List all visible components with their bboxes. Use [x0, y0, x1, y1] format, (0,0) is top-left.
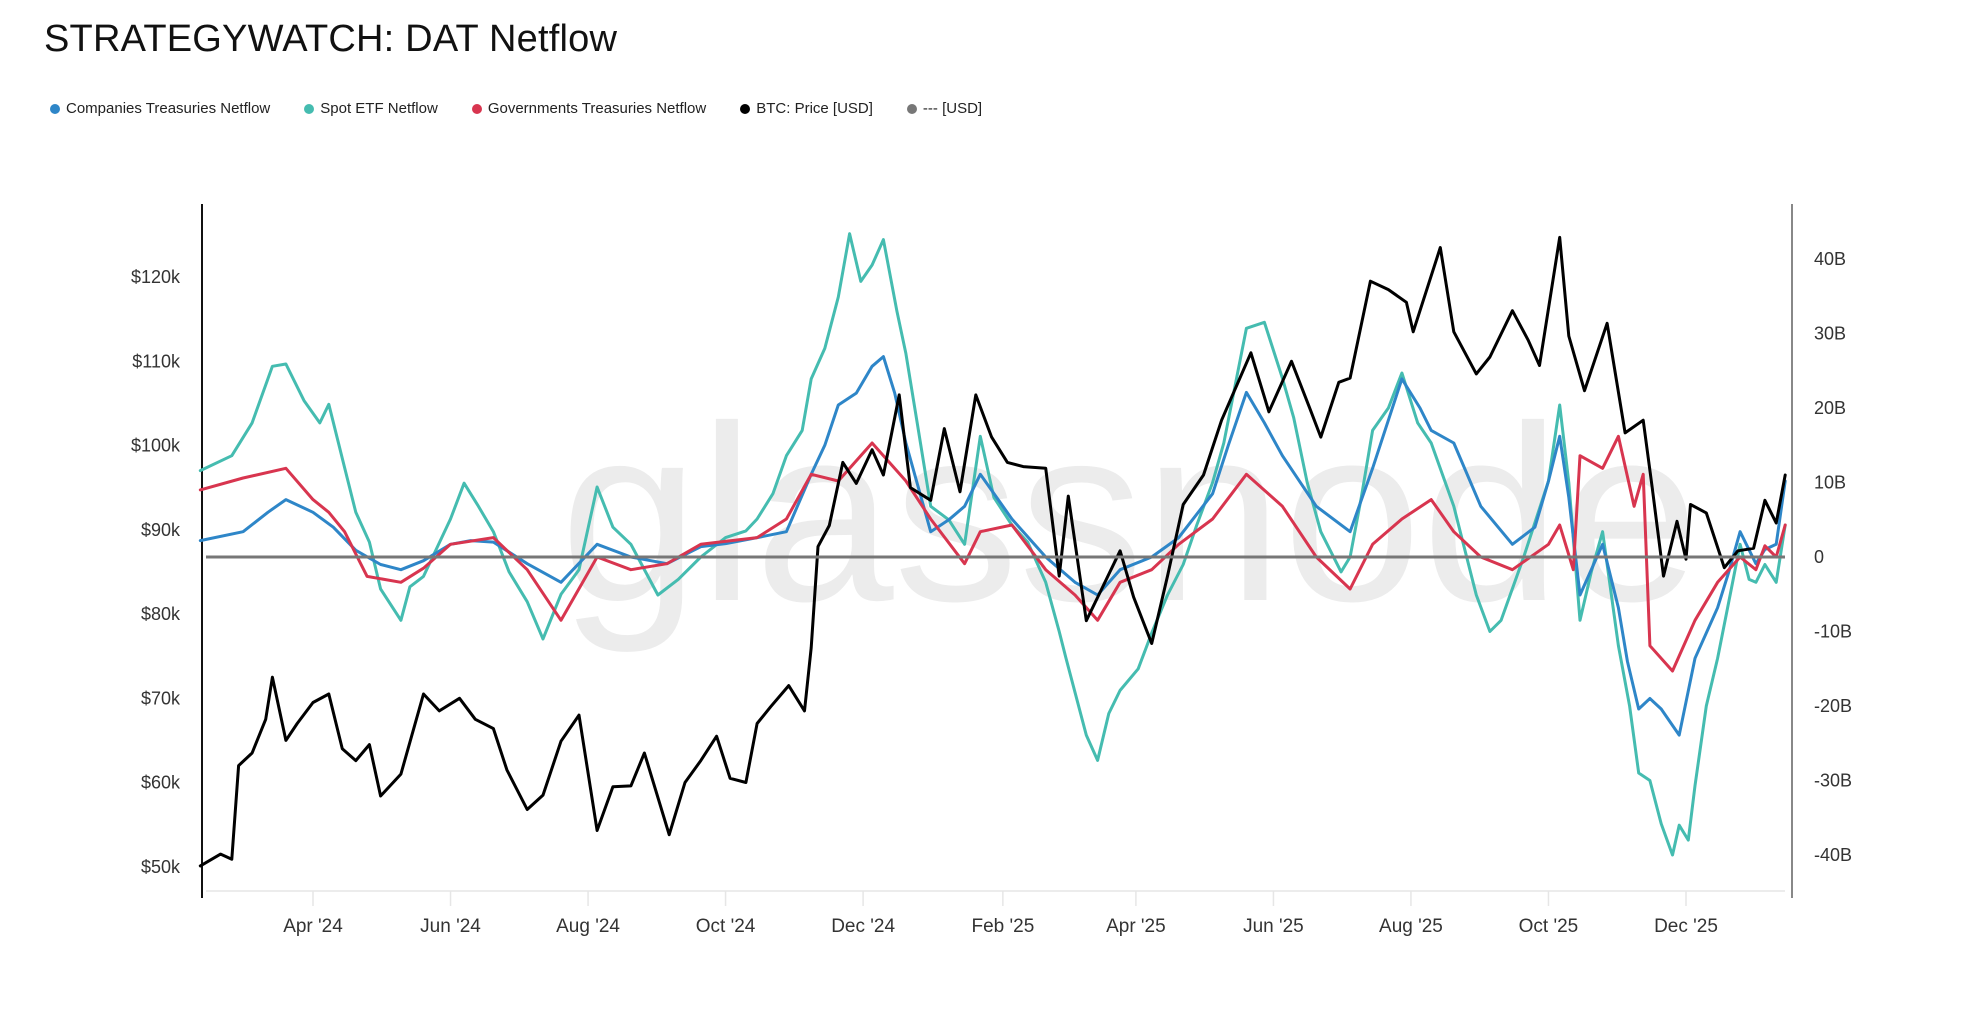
y-right-tick-label: -20B — [1814, 696, 1852, 716]
x-tick-label: Dec '24 — [831, 916, 895, 937]
y-left-tick-label: $120k — [131, 267, 181, 287]
y-right-tick-label: 20B — [1814, 398, 1846, 418]
x-tick-label: Feb '25 — [971, 916, 1034, 937]
legend-dot-icon — [304, 103, 315, 114]
y-right-tick-label: -40B — [1814, 845, 1852, 865]
legend-item-btc-price[interactable]: BTC: Price [USD] — [740, 100, 873, 117]
y-right-tick-label: 30B — [1814, 324, 1846, 344]
y-left-tick-label: $110k — [132, 351, 181, 371]
x-tick-label: Apr '25 — [1106, 916, 1166, 937]
legend-item-spot-etf[interactable]: Spot ETF Netflow — [304, 100, 438, 117]
legend-dot-icon — [906, 103, 917, 114]
x-tick-label: Jun '24 — [420, 916, 481, 937]
y-left-tick-label: $70k — [141, 688, 181, 708]
series-governments-treasuries-line — [198, 434, 1787, 673]
legend-label: Governments Treasuries Netflow — [487, 100, 707, 117]
legend-item-zero-line[interactable]: --- [USD] — [906, 100, 983, 117]
legend-label: BTC: Price [USD] — [756, 100, 873, 117]
series-layer — [198, 232, 1787, 868]
legend-label: --- [USD] — [922, 100, 983, 117]
x-tick-label: Aug '24 — [556, 916, 620, 937]
axes-layer: $50k $60k $70k $80k $90k $100k $110k $120k -40B -… — [131, 204, 1852, 937]
legend-item-companies-treasuries[interactable]: Companies Treasuries Netflow — [50, 100, 270, 117]
x-tick-label: Apr '24 — [283, 916, 343, 937]
chart-title: STRATEGYWATCH: DAT Netflow — [44, 18, 618, 60]
y-right-tick-label: -10B — [1814, 622, 1852, 642]
y-right-tick-label: 40B — [1814, 249, 1846, 269]
x-tick-label: Oct '24 — [696, 916, 756, 937]
legend: Companies Treasuries Netflow Spot ETF Ne… — [50, 100, 1016, 117]
series-btc-price-line — [198, 235, 1787, 868]
watermark: glassnode — [560, 374, 1700, 653]
legend-item-governments-treasuries[interactable]: Governments Treasuries Netflow — [471, 100, 707, 117]
y-left-tick-label: $80k — [141, 604, 181, 624]
legend-dot-icon — [471, 103, 482, 114]
y-right-tick-label: -30B — [1814, 771, 1852, 791]
x-tick-label: Dec '25 — [1654, 916, 1718, 937]
y-left-tick-label: $50k — [141, 857, 181, 877]
y-left-tick-label: $60k — [141, 773, 181, 793]
legend-dot-icon — [740, 103, 751, 114]
y-left-tick-label: $100k — [131, 436, 181, 456]
x-tick-label: Aug '25 — [1379, 916, 1443, 937]
legend-label: Companies Treasuries Netflow — [66, 100, 271, 117]
y-right-tick-label: 0 — [1814, 547, 1824, 567]
x-tick-label: Oct '25 — [1519, 916, 1579, 937]
legend-dot-icon — [50, 103, 60, 114]
legend-label: Spot ETF Netflow — [320, 100, 438, 117]
x-tick-label: Jun '25 — [1243, 916, 1304, 937]
y-right-tick-label: 10B — [1814, 473, 1846, 493]
y-left-tick-label: $90k — [141, 520, 181, 540]
